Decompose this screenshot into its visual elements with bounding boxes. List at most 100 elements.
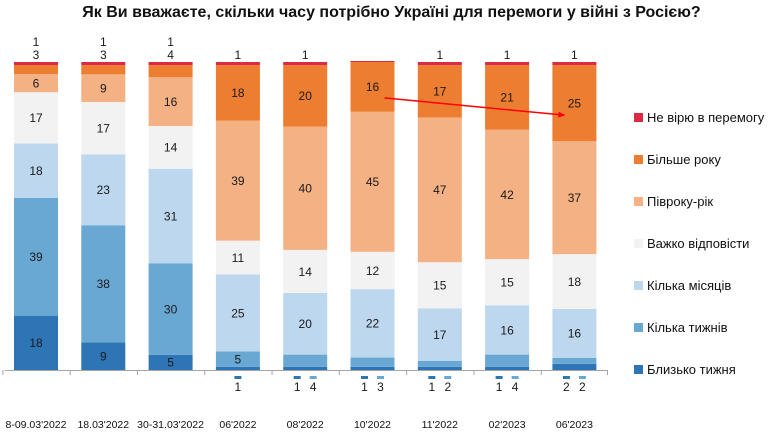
bar-segment xyxy=(283,65,328,127)
legend-swatch xyxy=(634,155,643,164)
label-marker xyxy=(309,376,317,379)
bar-segment xyxy=(81,102,126,155)
bar-segment xyxy=(215,240,260,275)
x-tick-label: 18.03'2022 xyxy=(77,419,129,431)
bar-segment xyxy=(148,77,193,127)
bar-segment xyxy=(552,65,597,142)
bar-stack xyxy=(215,62,260,370)
legend-item: Важко відповісти xyxy=(634,236,749,251)
legend-label: Більше року xyxy=(647,152,721,167)
data-label: 15 xyxy=(500,276,514,290)
bar-segment xyxy=(14,65,58,75)
data-label: 2 xyxy=(563,380,570,394)
bar-segment xyxy=(283,366,328,370)
data-label: 14 xyxy=(164,141,178,155)
label-marker xyxy=(428,376,436,379)
data-label: 1 xyxy=(167,35,174,49)
data-label: 11 xyxy=(232,251,245,265)
data-label: 3 xyxy=(33,48,40,62)
data-label: 1 xyxy=(428,380,435,394)
x-tick-label: 8-09.03'2022 xyxy=(6,419,67,431)
data-label: 25 xyxy=(231,306,245,320)
bar-segment xyxy=(417,366,462,370)
bar-segment xyxy=(215,351,260,367)
data-label: 18 xyxy=(231,86,245,100)
legend-label: Кілька місяців xyxy=(647,278,732,293)
data-label: 37 xyxy=(568,191,582,205)
label-marker xyxy=(234,376,242,379)
bar-segment xyxy=(350,289,395,358)
bar-segment xyxy=(417,117,462,263)
legend-swatch xyxy=(634,323,643,332)
data-label: 39 xyxy=(231,174,245,188)
bar-segment xyxy=(81,342,126,370)
bar-stack xyxy=(485,62,530,370)
label-marker xyxy=(495,376,503,379)
legend-label: Кілька тижнів xyxy=(647,320,728,335)
data-label: 1 xyxy=(235,380,242,394)
bar-segment xyxy=(81,225,126,343)
legend-swatch xyxy=(634,113,643,122)
x-tick-label: 10'2022 xyxy=(354,419,391,431)
legend-swatch xyxy=(634,197,643,206)
data-label: 30 xyxy=(164,302,178,316)
data-label: 12 xyxy=(366,264,380,278)
bar-segment xyxy=(350,251,395,290)
data-label: 4 xyxy=(310,380,317,394)
legend-item: Півроку-рік xyxy=(634,194,713,209)
bar-segment xyxy=(417,62,462,66)
legend-item: Не вірю в перемогу xyxy=(634,110,764,125)
bar-stack xyxy=(552,62,597,370)
data-label: 1 xyxy=(571,48,578,62)
data-label: 1 xyxy=(361,380,368,394)
bar-segment xyxy=(485,259,530,306)
bar-segment xyxy=(485,354,530,367)
bar-segment xyxy=(552,62,597,66)
bar-segment xyxy=(81,65,126,75)
data-label: 38 xyxy=(97,277,111,291)
legend-item: Близько тижня xyxy=(634,362,736,377)
bar-segment xyxy=(283,249,328,293)
x-tick-label: 08'2022 xyxy=(287,419,324,431)
data-label: 16 xyxy=(568,327,582,341)
x-tick-label: 06'2023 xyxy=(556,419,593,431)
label-marker xyxy=(293,376,301,379)
data-label: 4 xyxy=(512,380,519,394)
label-marker xyxy=(578,376,586,379)
bar-segment xyxy=(283,354,328,367)
data-label: 14 xyxy=(299,265,313,279)
bar-segment xyxy=(14,143,58,198)
data-label: 1 xyxy=(436,48,443,62)
bar-segment xyxy=(14,315,58,370)
data-label: 1 xyxy=(496,380,503,394)
bar-segment xyxy=(14,62,58,66)
bar-segment xyxy=(81,62,126,66)
bar-segment xyxy=(215,274,260,352)
label-marker xyxy=(562,376,570,379)
bar-segment xyxy=(148,65,193,78)
label-marker xyxy=(511,376,519,379)
bar-segment xyxy=(148,126,193,169)
bar-segment xyxy=(417,262,462,309)
bar-segment xyxy=(350,366,395,370)
legend-label: Не вірю в перемогу xyxy=(647,110,765,125)
bar-stack xyxy=(283,62,328,370)
bar-segment xyxy=(81,74,126,103)
data-label: 17 xyxy=(29,111,43,125)
data-label: 23 xyxy=(97,183,111,197)
bar-stack xyxy=(81,62,126,370)
legend-label: Півроку-рік xyxy=(647,194,714,209)
data-label: 4 xyxy=(167,48,174,62)
bar-segment xyxy=(215,65,260,121)
bar-segment xyxy=(283,62,328,66)
legend-swatch xyxy=(634,365,643,374)
label-marker xyxy=(444,376,452,379)
data-label: 18 xyxy=(29,164,43,178)
bar-segment xyxy=(215,120,260,241)
chart-title: Як Ви вважаєте, скільки часу потрібно Ук… xyxy=(82,4,701,21)
bar-segment xyxy=(485,65,530,130)
bar-segment xyxy=(14,197,58,316)
bar-segment xyxy=(14,92,58,144)
bar-segment xyxy=(283,126,328,250)
